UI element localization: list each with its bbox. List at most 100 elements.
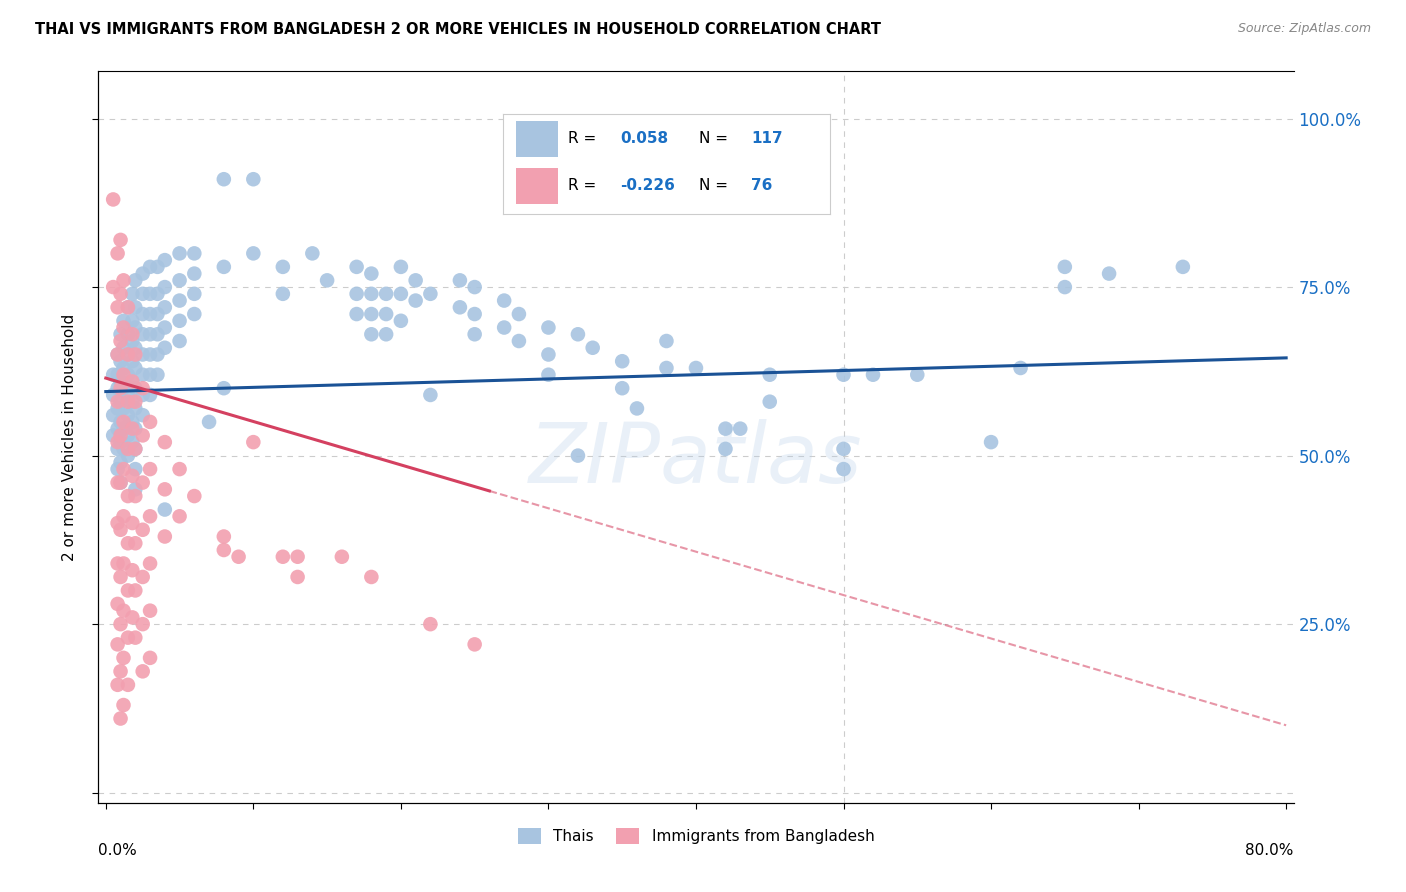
Y-axis label: 2 or more Vehicles in Household: 2 or more Vehicles in Household xyxy=(62,313,77,561)
Point xyxy=(112,442,135,456)
Point xyxy=(124,462,146,476)
Point xyxy=(112,415,135,429)
Point xyxy=(832,462,855,476)
Point xyxy=(346,260,368,274)
Point xyxy=(117,489,139,503)
Point xyxy=(110,375,132,389)
Point xyxy=(112,341,135,355)
Point xyxy=(131,408,153,422)
Point xyxy=(101,368,124,382)
Point xyxy=(110,435,132,450)
Point xyxy=(508,334,530,348)
Point xyxy=(124,320,146,334)
Text: 76: 76 xyxy=(751,178,772,193)
Point xyxy=(139,347,162,361)
Point xyxy=(131,381,153,395)
Text: ZIPatlas: ZIPatlas xyxy=(529,418,863,500)
Point xyxy=(121,354,143,368)
Point xyxy=(419,617,441,632)
Point xyxy=(107,475,129,490)
Point xyxy=(121,286,143,301)
Point xyxy=(117,449,139,463)
Point xyxy=(1098,267,1121,281)
Point xyxy=(131,307,153,321)
Point xyxy=(169,246,191,260)
Point xyxy=(124,347,146,361)
Point xyxy=(567,449,589,463)
Point xyxy=(112,557,135,571)
Point xyxy=(146,368,169,382)
Point xyxy=(169,273,191,287)
Point xyxy=(110,327,132,342)
Point xyxy=(131,617,153,632)
Point xyxy=(1053,280,1076,294)
Point xyxy=(508,307,530,321)
Point xyxy=(131,570,153,584)
Point xyxy=(131,286,153,301)
Point xyxy=(582,341,605,355)
Point xyxy=(101,428,124,442)
Point xyxy=(612,354,634,368)
Point xyxy=(212,543,235,558)
Point xyxy=(242,246,264,260)
Point xyxy=(124,381,146,395)
Point xyxy=(758,394,780,409)
Point xyxy=(212,529,235,543)
Point xyxy=(153,483,176,497)
Point xyxy=(464,637,486,651)
Point xyxy=(110,455,132,469)
Point xyxy=(117,368,139,382)
Point xyxy=(360,570,382,584)
Point xyxy=(107,442,129,456)
Point xyxy=(1053,260,1076,274)
Point xyxy=(626,401,648,416)
Point xyxy=(728,422,751,436)
Point xyxy=(131,428,153,442)
Point xyxy=(449,273,471,287)
Point xyxy=(139,388,162,402)
Point xyxy=(110,354,132,368)
Point xyxy=(121,394,143,409)
Point xyxy=(153,280,176,294)
Point xyxy=(121,516,143,530)
Point xyxy=(153,529,176,543)
Point xyxy=(107,422,129,436)
Text: R =: R = xyxy=(568,178,602,193)
Point xyxy=(146,260,169,274)
Point xyxy=(124,536,146,550)
Point xyxy=(169,334,191,348)
Point xyxy=(112,698,135,712)
Point xyxy=(419,388,441,402)
Point xyxy=(121,314,143,328)
Point xyxy=(360,267,382,281)
Point xyxy=(112,401,135,416)
Point xyxy=(131,368,153,382)
Point xyxy=(537,368,560,382)
Text: N =: N = xyxy=(699,178,733,193)
Point xyxy=(121,468,143,483)
Point xyxy=(389,286,412,301)
Text: R =: R = xyxy=(568,131,602,146)
Point xyxy=(110,475,132,490)
Point xyxy=(117,536,139,550)
Point xyxy=(169,314,191,328)
Point xyxy=(301,246,323,260)
Point xyxy=(110,394,132,409)
Point xyxy=(271,260,294,274)
Point xyxy=(537,320,560,334)
Point xyxy=(271,286,294,301)
Point xyxy=(464,327,486,342)
Point xyxy=(124,401,146,416)
Point xyxy=(107,597,129,611)
Legend: Thais, Immigrants from Bangladesh: Thais, Immigrants from Bangladesh xyxy=(512,822,880,850)
Point xyxy=(464,280,486,294)
Point xyxy=(714,422,737,436)
Point xyxy=(124,631,146,645)
Point xyxy=(375,327,398,342)
Point xyxy=(139,327,162,342)
Point xyxy=(169,509,191,524)
Point xyxy=(124,583,146,598)
Text: 0.058: 0.058 xyxy=(620,131,668,146)
Point xyxy=(655,361,678,376)
Point xyxy=(124,489,146,503)
